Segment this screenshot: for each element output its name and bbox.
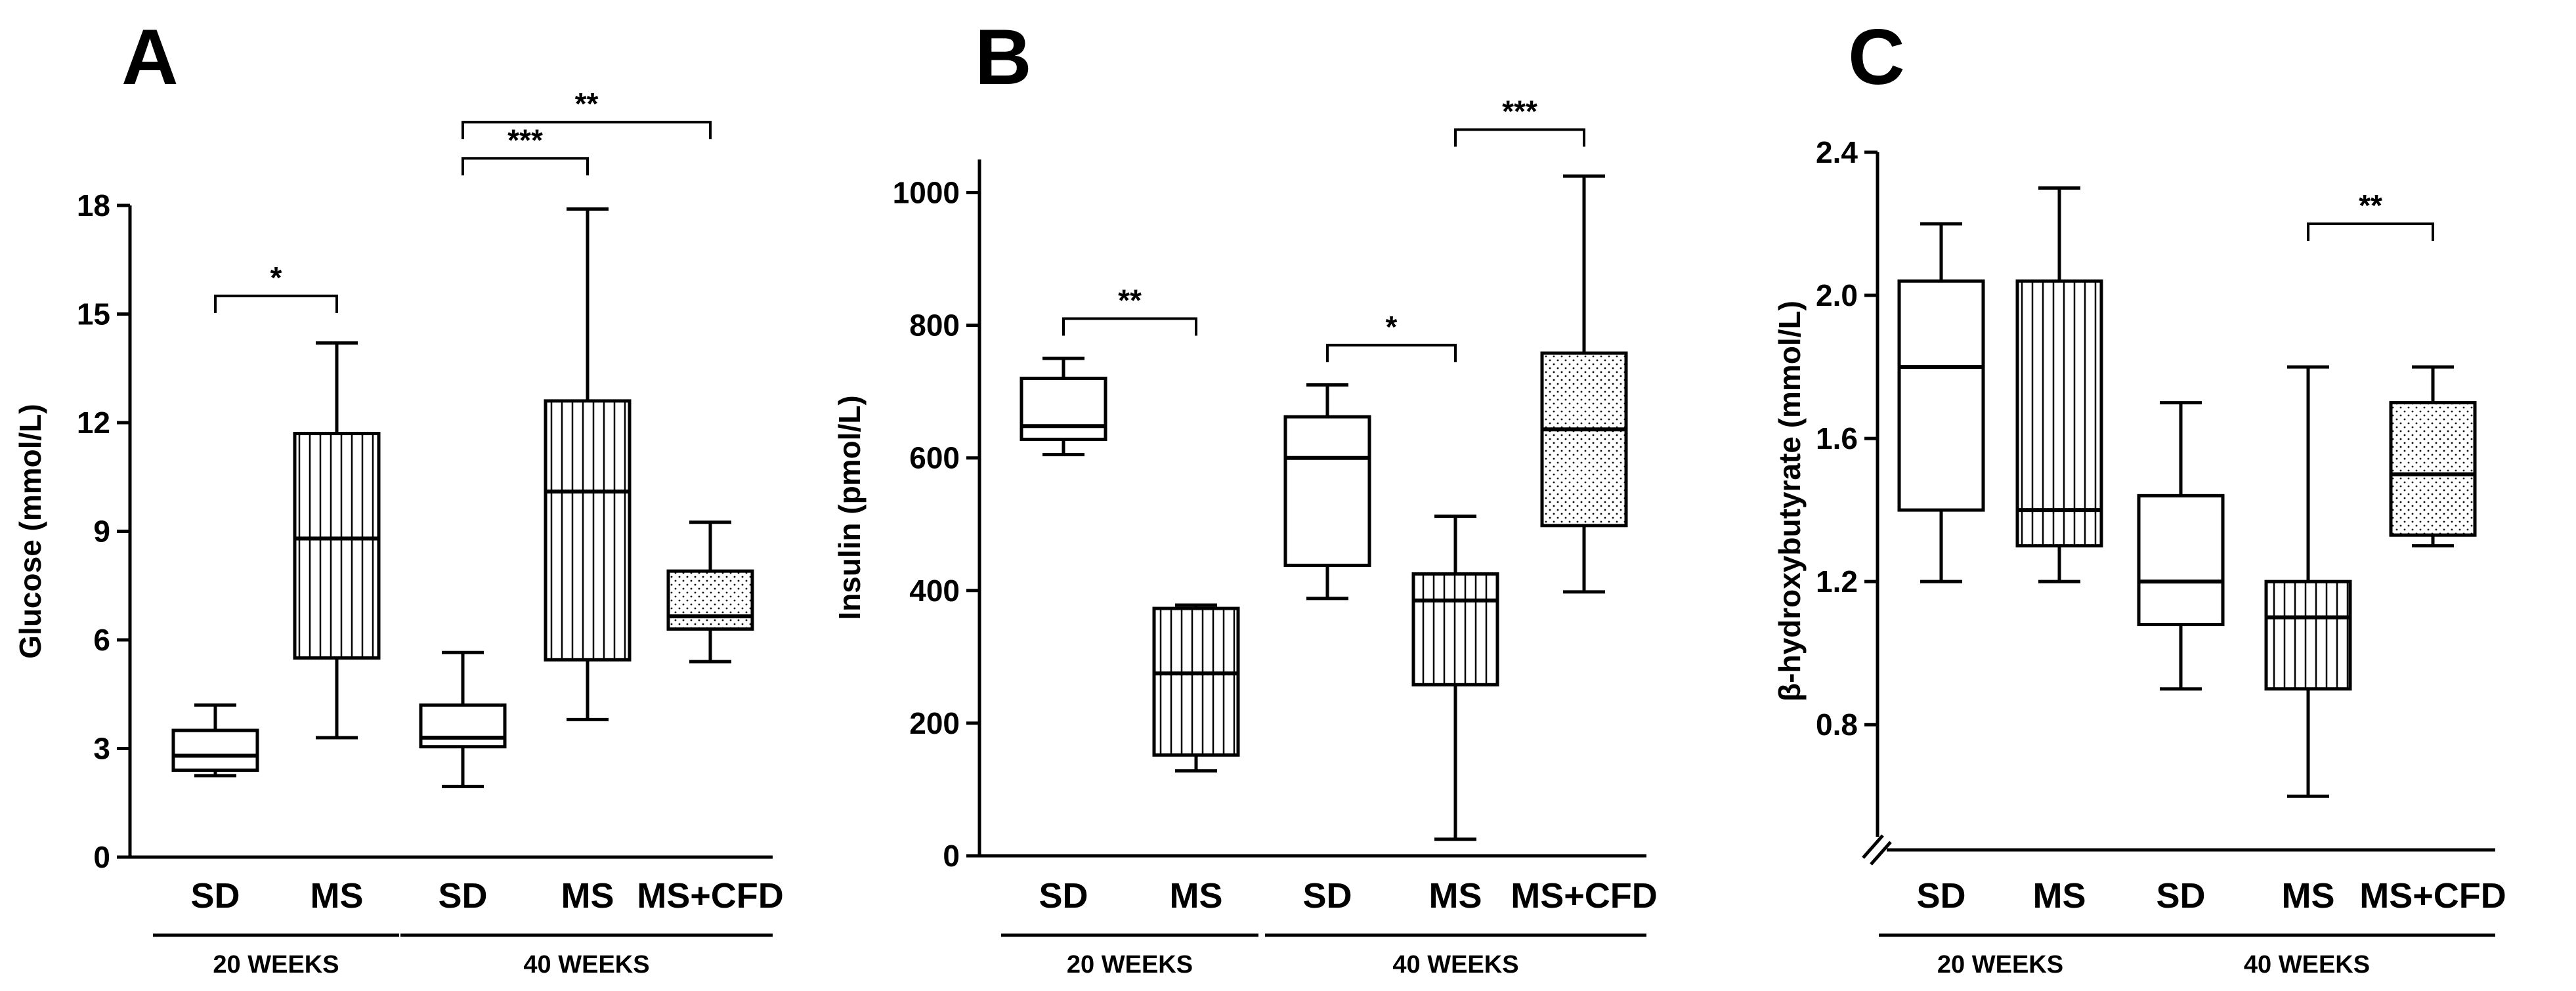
box-iqr xyxy=(666,569,754,631)
box-4 xyxy=(2389,365,2477,548)
x-category-label: SD xyxy=(190,876,240,916)
box-iqr xyxy=(1897,279,1985,512)
box-4 xyxy=(1540,174,1628,594)
y-tick-label: 9 xyxy=(93,515,110,549)
panel-c: C 0.8 1.2 1.6 2.0 2.4 β-hydroxybutyrate (mmol/… xyxy=(1772,13,2506,979)
box-2 xyxy=(1283,383,1371,601)
significance-label: ** xyxy=(1118,284,1142,318)
y-tick-label: 400 xyxy=(909,574,960,608)
group-label: 40 WEEKS xyxy=(523,951,649,979)
y-axis-label: Insulin (pmol/L) xyxy=(832,395,867,620)
box-2 xyxy=(419,650,507,788)
significance-bracket xyxy=(1062,317,1197,336)
box-iqr xyxy=(2015,279,2103,548)
box-0 xyxy=(1897,222,1985,583)
significance-label: ** xyxy=(575,87,599,121)
x-category-label: MS xyxy=(1429,876,1482,916)
box-iqr xyxy=(419,703,507,749)
box-iqr xyxy=(1411,572,1499,686)
significance-bracket xyxy=(214,294,338,313)
y-tick-label: 1.6 xyxy=(1816,421,1858,455)
x-category-label: SD xyxy=(1916,876,1965,916)
box-iqr xyxy=(2137,494,2225,627)
box-iqr xyxy=(544,399,632,662)
box-iqr xyxy=(1152,606,1240,757)
axis-break-mark xyxy=(1862,834,1884,859)
group-label: 20 WEEKS xyxy=(1067,951,1193,979)
box-iqr xyxy=(293,432,381,660)
significance-label: * xyxy=(270,261,282,295)
panel-letter: B xyxy=(975,13,1032,101)
box-3 xyxy=(544,207,632,721)
group-label: 40 WEEKS xyxy=(1392,951,1518,979)
y-tick-label: 200 xyxy=(909,706,960,740)
box-iqr xyxy=(1020,376,1107,441)
y-tick-label: 6 xyxy=(93,623,110,657)
x-category-label: MS xyxy=(311,876,364,916)
y-tick-label: 2.0 xyxy=(1816,278,1858,312)
significance-label: *** xyxy=(1502,95,1537,129)
y-tick-label: 3 xyxy=(93,732,110,766)
box-1 xyxy=(1152,603,1240,773)
significance-bracket xyxy=(1454,128,1585,147)
x-category-label: MS xyxy=(2282,876,2335,916)
significance-label: ** xyxy=(2359,188,2382,222)
y-tick-label: 1.2 xyxy=(1816,564,1858,599)
y-tick-label: 0 xyxy=(93,840,110,874)
x-category-label: SD xyxy=(2156,876,2205,916)
significance-bracket xyxy=(462,157,589,176)
box-iqr xyxy=(171,728,259,772)
y-tick-label: 12 xyxy=(77,406,110,440)
y-tick-label: 18 xyxy=(77,188,110,222)
box-iqr xyxy=(2264,580,2352,691)
significance-bracket xyxy=(2307,222,2434,242)
panel-letter: A xyxy=(121,13,179,101)
box-iqr xyxy=(2389,401,2477,537)
x-category-label: SD xyxy=(1302,876,1352,916)
box-3 xyxy=(2264,365,2352,798)
y-tick-label: 15 xyxy=(77,297,110,331)
group-label: 20 WEEKS xyxy=(1937,951,2063,979)
x-category-label: MS xyxy=(1170,876,1223,916)
y-tick-label: 1000 xyxy=(893,176,960,210)
axis-break-mark xyxy=(1870,841,1892,866)
x-category-label: MS xyxy=(561,876,614,916)
significance-label: *** xyxy=(507,123,543,157)
x-category-label: MS+CFD xyxy=(1511,876,1658,916)
group-label: 20 WEEKS xyxy=(213,951,339,979)
box-0 xyxy=(171,703,259,778)
y-tick-label: 0 xyxy=(943,839,960,873)
significance-bracket xyxy=(462,121,712,140)
y-tick-label: 2.4 xyxy=(1816,135,1858,169)
box-1 xyxy=(293,341,381,740)
y-tick-label: 800 xyxy=(909,308,960,343)
box-iqr xyxy=(1283,415,1371,567)
box-4 xyxy=(666,520,754,664)
y-axis-label: β-hydroxybutyrate (mmol/L) xyxy=(1772,301,1807,702)
y-tick-label: 600 xyxy=(909,441,960,475)
y-tick-label: 0.8 xyxy=(1816,707,1858,742)
box-0 xyxy=(1020,356,1107,457)
x-category-label: MS xyxy=(2033,876,2086,916)
box-iqr xyxy=(1540,351,1628,528)
panel-letter: C xyxy=(1848,13,1905,101)
group-label: 40 WEEKS xyxy=(2244,951,2370,979)
panel-b: B 0 200 400 600 800 1000 Insulin (pmol/L) SD MS SD… xyxy=(832,13,1658,979)
significance-label: * xyxy=(1386,310,1398,344)
x-category-label: SD xyxy=(1039,876,1088,916)
panel-a: A 0 3 6 9 12 15 18 Glucose (mmol/L) SD MS SD MS MS+CF… xyxy=(13,13,784,979)
x-category-label: MS+CFD xyxy=(2359,876,2506,916)
significance-bracket xyxy=(1326,343,1457,362)
x-category-label: MS+CFD xyxy=(637,876,784,916)
y-axis-label: Glucose (mmol/L) xyxy=(13,404,47,658)
box-3 xyxy=(1411,515,1499,841)
x-category-label: SD xyxy=(438,876,487,916)
box-2 xyxy=(2137,401,2225,691)
box-1 xyxy=(2015,186,2103,583)
